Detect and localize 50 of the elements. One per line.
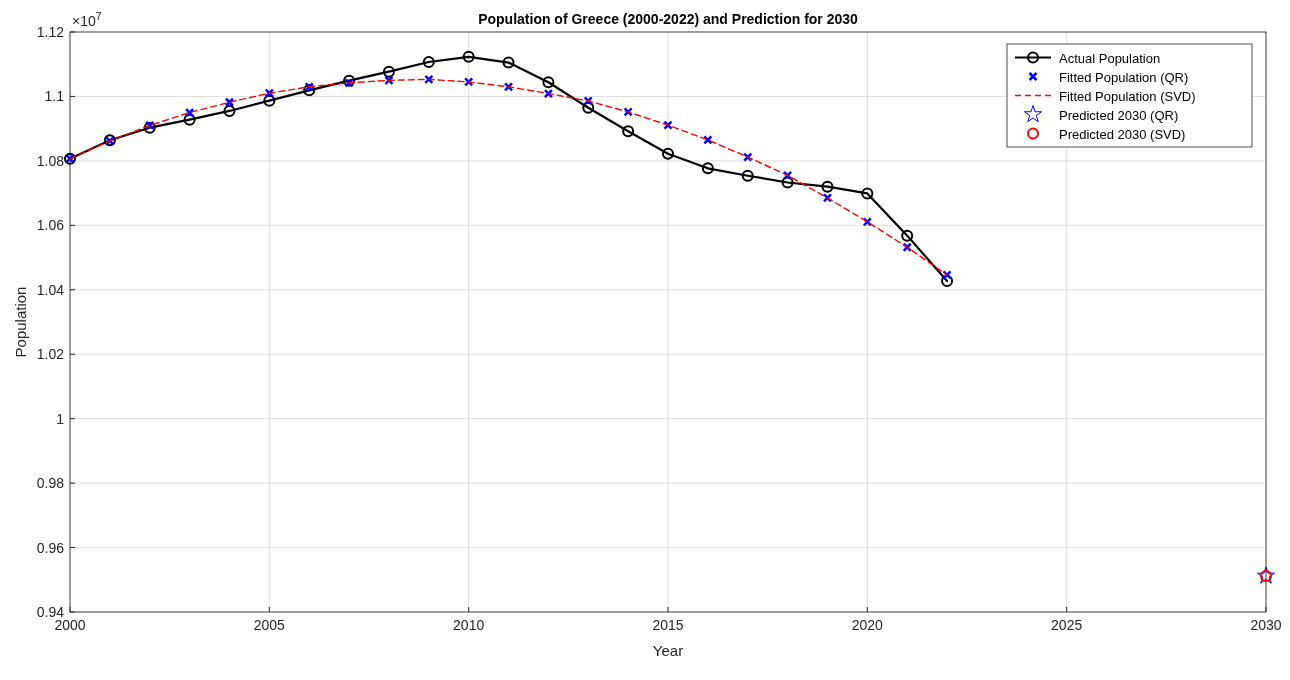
y-tick-label: 1 [56,410,65,427]
y-tick-label: 0.96 [36,539,65,556]
legend-label: Actual Population [1059,50,1161,66]
point [502,56,515,69]
y-tick-label: 1.04 [36,281,65,298]
point [543,88,554,99]
legend-label: Predicted 2030 (SVD) [1059,126,1186,142]
x-axis-title: Year [652,642,684,659]
point [703,135,713,145]
y-tick-label: 1.1 [44,88,65,105]
point [662,147,674,160]
point [622,125,635,138]
point [382,65,395,78]
text: ×10$^{7}$ [72,10,102,29]
x-tick-label: 2025 [1051,617,1083,633]
point [781,176,794,189]
point [462,50,475,63]
point [821,180,834,193]
chart-title: Population of Greece (2000-2022) and Prediction for 2030 [478,11,859,27]
y-tick-label: 0.98 [36,475,65,492]
x-tick-label: 2015 [652,617,684,633]
legend-label: Fitted Population (SVD) [1059,88,1196,104]
point [542,76,555,89]
x-tick-label: 2010 [453,617,485,633]
point [303,84,316,97]
point [582,101,595,114]
legend-label: Fitted Population (QR) [1059,69,1189,85]
y-tick-label: 1.12 [36,24,65,40]
x-tick-label: 2005 [253,617,286,633]
y-tick-label: 1.06 [36,217,65,234]
point [701,162,714,175]
point [861,187,874,200]
x-tick-label: 2000 [54,617,86,633]
point [184,107,195,118]
y-tick-label: 1.02 [36,346,65,363]
x-tick-label: 2030 [1250,617,1282,633]
point [741,169,754,182]
point [183,113,196,126]
y-axis-title: Population [12,286,29,358]
y-tick-label: 0.94 [36,604,65,620]
y-tick-label: 1.08 [36,152,65,169]
point [901,229,914,242]
legend-label: Predicted 2030 (QR) [1059,107,1179,123]
point [223,104,236,117]
point [422,55,435,68]
point [343,74,356,87]
point [941,275,954,288]
point [263,94,276,107]
point [1256,566,1276,584]
x-tick-label: 2020 [851,617,884,633]
